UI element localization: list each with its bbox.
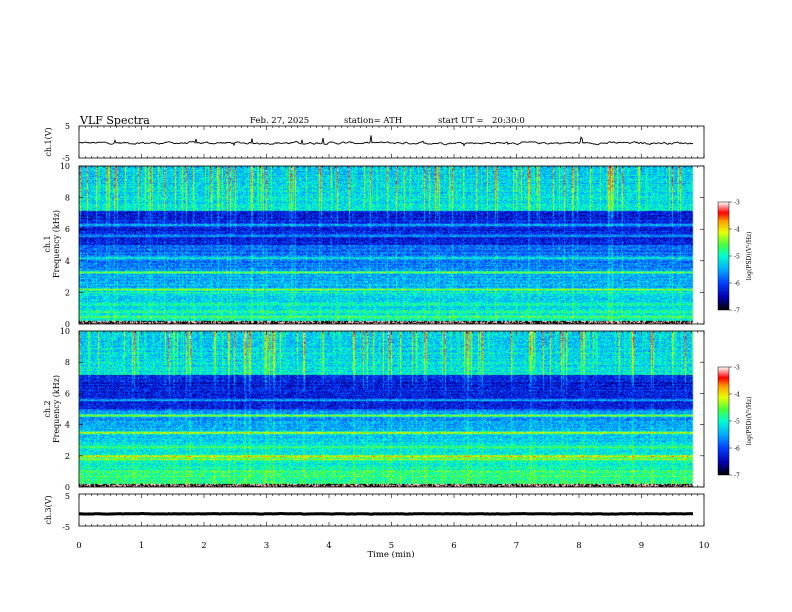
ch2-colorbar-gradient [717, 366, 730, 476]
x-tick-label: 9 [639, 541, 644, 551]
ch1-spectrogram-ylabel-channel: ch.1 [43, 235, 52, 252]
ch1-waveform-panel: 5 -5 ch.1(V) [44, 122, 705, 163]
ch2-spectrogram-ylabel-channel: ch.2 [43, 400, 52, 417]
date-label: Feb. 27, 2025 [250, 116, 309, 126]
ch2-spectrogram-image [79, 331, 704, 487]
ch1-spectrogram-ytick-label: 2 [65, 288, 70, 297]
station-label: station= ATH [344, 116, 402, 126]
ch2-colorbar-tick-label: -6 [734, 446, 740, 453]
x-tick-label: 7 [514, 541, 519, 551]
ch1-spectrogram-image [79, 166, 704, 324]
ch1-spectrogram-ytick-label: 8 [65, 194, 70, 203]
ch1-spectrogram-ytick-label: 10 [60, 162, 70, 171]
x-tick-label: 2 [201, 541, 206, 551]
ch2-spectrogram-ytick-label: 6 [65, 389, 70, 398]
x-axis-label: Time (min) [367, 549, 414, 560]
x-tick-label: 10 [699, 541, 710, 551]
ch2-colorbar: -3 -4 -5 -6 -7 log(PSD)(V²/Hz) [717, 365, 753, 480]
ch3-ytick-top: 5 [65, 492, 70, 501]
ch2-spectrogram-ytick-label: 8 [65, 358, 70, 367]
ch3-waveform-panel: 5 -5 ch.3(V) [44, 492, 705, 532]
start-ut-label: start UT = [438, 116, 484, 126]
ch3-waveform-line [78, 511, 693, 516]
ch2-spectrogram-panel: 0 2 4 6 8 10 ch.2 Frequency (kHz) [43, 327, 705, 492]
ch2-spectrogram-ytick-label: 10 [60, 327, 70, 336]
ch1-waveform-ylabel: ch.1(V) [44, 127, 53, 156]
ch1-ytick-top: 5 [65, 122, 70, 131]
ch1-spectrogram-panel: 0 2 4 6 8 10 ch.1 Frequency (kHz) [43, 162, 705, 329]
ch2-colorbar-label: log(PSD)(V²/Hz) [746, 397, 753, 446]
x-tick-label: 5 [389, 541, 394, 551]
ch2-spectrogram-ytick-label: 0 [65, 483, 70, 492]
ch1-colorbar-tick-label: -3 [734, 200, 740, 207]
ch2-colorbar-tick-label: -3 [734, 365, 740, 372]
ch2-colorbar-tick-label: -5 [734, 419, 740, 426]
ch3-ytick-bottom: -5 [62, 523, 70, 532]
ch3-waveform-frame [78, 493, 705, 527]
ch1-spectrogram-ytick-label: 6 [65, 225, 70, 234]
ch1-colorbar-tick-label: -7 [734, 308, 740, 315]
ch1-colorbar-tick-label: -4 [734, 227, 740, 234]
figure-title: VLF Spectra [79, 114, 150, 127]
start-ut-time: 20:30:0 [492, 116, 525, 126]
x-tick-label: 1 [139, 541, 144, 551]
ch1-colorbar-tick-label: -6 [734, 281, 740, 288]
x-axis-tick-labels: 0 1 2 3 4 5 6 7 8 9 10 [76, 541, 709, 551]
x-tick-label: 6 [451, 541, 456, 551]
x-tick-label: 8 [576, 541, 581, 551]
ch1-spectrogram-ytick-label: 0 [65, 320, 70, 329]
ch2-spectrogram-ytick-label: 4 [65, 421, 70, 430]
ch1-spectrogram-ylabel-frequency: Frequency (kHz) [52, 210, 61, 278]
x-tick-label: 4 [326, 541, 331, 551]
ch1-spectrogram-ytick-label: 4 [65, 257, 70, 266]
ch1-colorbar-label: log(PSD)(V²/Hz) [746, 232, 753, 281]
ch2-spectrogram-ylabel-frequency: Frequency (kHz) [52, 375, 61, 443]
x-tick-label: 0 [76, 541, 81, 551]
ch1-ytick-bottom: -5 [62, 154, 70, 163]
ch2-colorbar-tick-label: -7 [734, 473, 740, 480]
ch1-waveform-line [78, 135, 694, 147]
ch2-spectrogram-ytick-label: 2 [65, 452, 70, 461]
ch1-colorbar-gradient [717, 201, 730, 311]
ch1-colorbar-tick-label: -5 [734, 254, 740, 261]
x-tick-label: 3 [264, 541, 269, 551]
ch1-colorbar: -3 -4 -5 -6 -7 log(PSD)(V²/Hz) [717, 200, 753, 315]
ch2-colorbar-tick-label: -4 [734, 392, 740, 399]
ch3-waveform-ylabel: ch.3(V) [44, 495, 53, 524]
